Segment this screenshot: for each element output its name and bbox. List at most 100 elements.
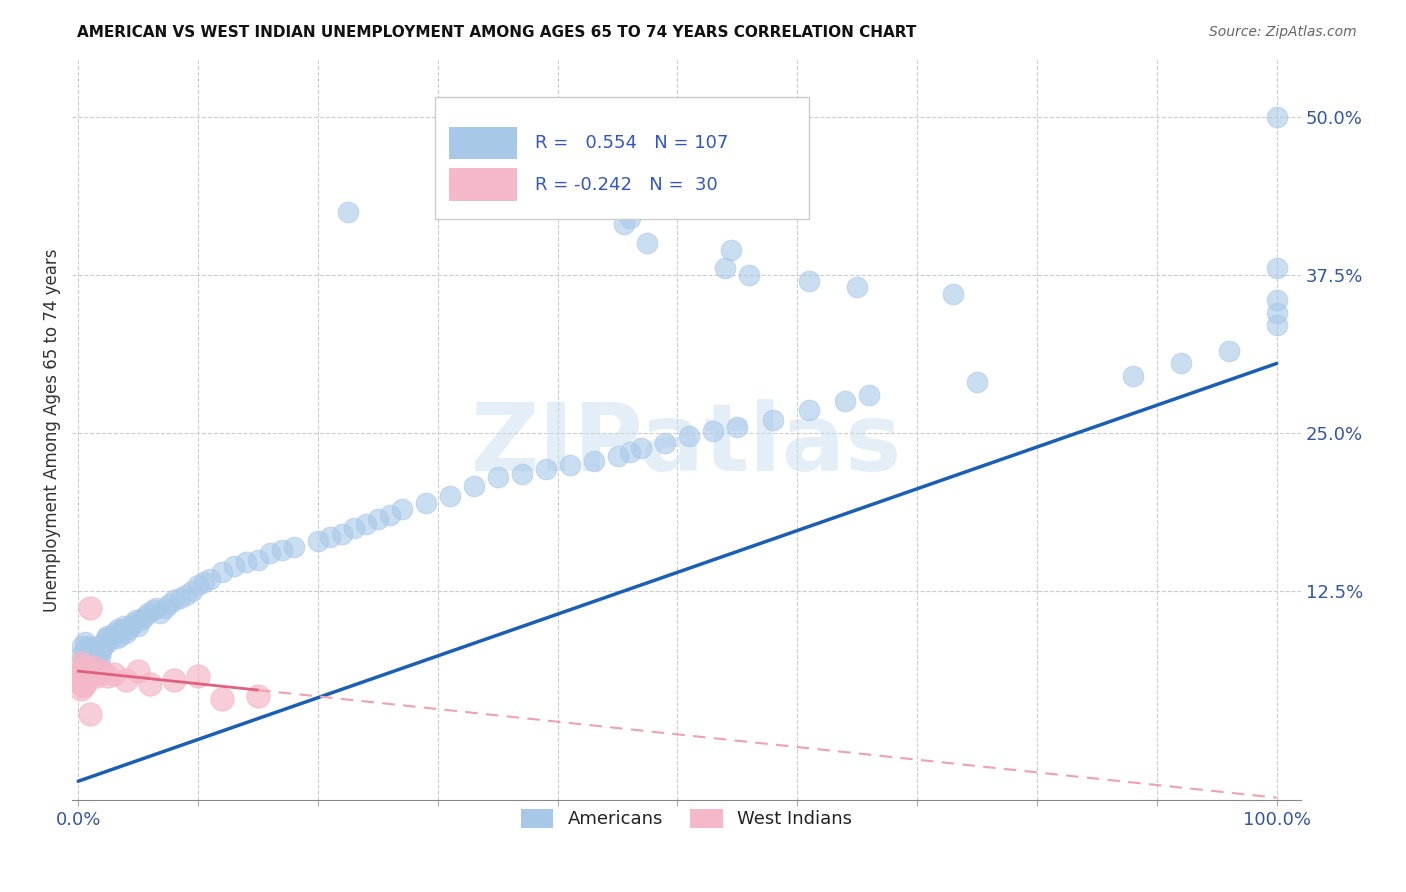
Point [82, 641, 104, 656]
Point [76, 654, 98, 668]
Point [157, 597, 180, 611]
Point [77, 639, 100, 653]
Point [103, 666, 125, 681]
Point [738, 268, 761, 282]
Point [319, 530, 342, 544]
Point [79, 707, 101, 722]
Point [76, 664, 98, 678]
Point [942, 286, 965, 301]
Point [76, 669, 98, 683]
Point [70, 669, 93, 683]
Point [73, 673, 96, 687]
Point [198, 572, 221, 586]
Point [582, 454, 605, 468]
Point [129, 614, 152, 628]
Point [79, 654, 101, 668]
Point [90, 644, 112, 658]
Point [87, 639, 110, 653]
Point [73, 660, 96, 674]
Point [111, 622, 134, 636]
Point [70, 677, 93, 691]
Legend: Americans, West Indians: Americans, West Indians [513, 802, 859, 836]
Point [336, 204, 359, 219]
Point [1122, 369, 1144, 384]
Point [86, 657, 108, 671]
Point [330, 527, 353, 541]
Point [439, 489, 461, 503]
Point [654, 436, 676, 450]
Point [271, 542, 294, 557]
Point [720, 243, 742, 257]
Point [86, 669, 108, 683]
Point [619, 445, 641, 459]
Point [163, 673, 186, 687]
Point [193, 575, 215, 590]
Point [115, 626, 138, 640]
Point [117, 622, 139, 636]
Point [98, 631, 121, 645]
Point [83, 657, 105, 671]
Point [637, 236, 659, 251]
FancyBboxPatch shape [434, 96, 810, 219]
Point [174, 588, 197, 602]
Point [391, 502, 413, 516]
Text: AMERICAN VS WEST INDIAN UNEMPLOYMENT AMONG AGES 65 TO 74 YEARS CORRELATION CHART: AMERICAN VS WEST INDIAN UNEMPLOYMENT AMO… [77, 25, 917, 40]
Point [678, 428, 700, 442]
Point [75, 651, 97, 665]
Point [354, 517, 377, 532]
Point [510, 467, 533, 481]
Point [235, 555, 257, 569]
Y-axis label: Unemployment Among Ages 65 to 74 years: Unemployment Among Ages 65 to 74 years [44, 248, 60, 612]
Point [82, 660, 104, 674]
Point [72, 664, 94, 678]
Point [1265, 306, 1288, 320]
Point [96, 629, 118, 643]
Point [120, 618, 142, 632]
Point [79, 644, 101, 658]
Point [69, 657, 91, 671]
Point [246, 690, 269, 704]
FancyBboxPatch shape [450, 127, 517, 160]
Point [367, 512, 389, 526]
Point [966, 376, 988, 390]
Point [112, 618, 135, 632]
Point [846, 280, 869, 294]
Point [1265, 110, 1288, 124]
Point [101, 629, 124, 643]
Point [259, 546, 281, 560]
Text: R =   0.554   N = 107: R = 0.554 N = 107 [536, 134, 728, 152]
Point [89, 651, 111, 665]
Point [79, 664, 101, 678]
Point [77, 669, 100, 683]
Point [1218, 343, 1240, 358]
Point [76, 648, 98, 662]
Point [69, 681, 91, 696]
Point [75, 635, 97, 649]
Point [75, 666, 97, 681]
Point [76, 641, 98, 656]
Point [73, 660, 96, 674]
Point [1265, 293, 1288, 307]
Point [69, 648, 91, 662]
Point [1265, 318, 1288, 333]
Point [246, 552, 269, 566]
Point [125, 614, 148, 628]
Point [714, 261, 737, 276]
Point [76, 657, 98, 671]
Point [181, 584, 204, 599]
Point [145, 600, 167, 615]
Point [80, 657, 103, 671]
Point [283, 540, 305, 554]
Point [187, 669, 209, 683]
Point [93, 635, 115, 649]
Point [79, 600, 101, 615]
Point [834, 394, 856, 409]
Point [136, 606, 159, 620]
Point [415, 496, 437, 510]
Text: Source: ZipAtlas.com: Source: ZipAtlas.com [1209, 25, 1357, 39]
Point [619, 211, 641, 225]
Point [127, 664, 149, 678]
Point [67, 666, 90, 681]
Point [463, 479, 485, 493]
Text: ZIPatlas: ZIPatlas [471, 399, 903, 491]
